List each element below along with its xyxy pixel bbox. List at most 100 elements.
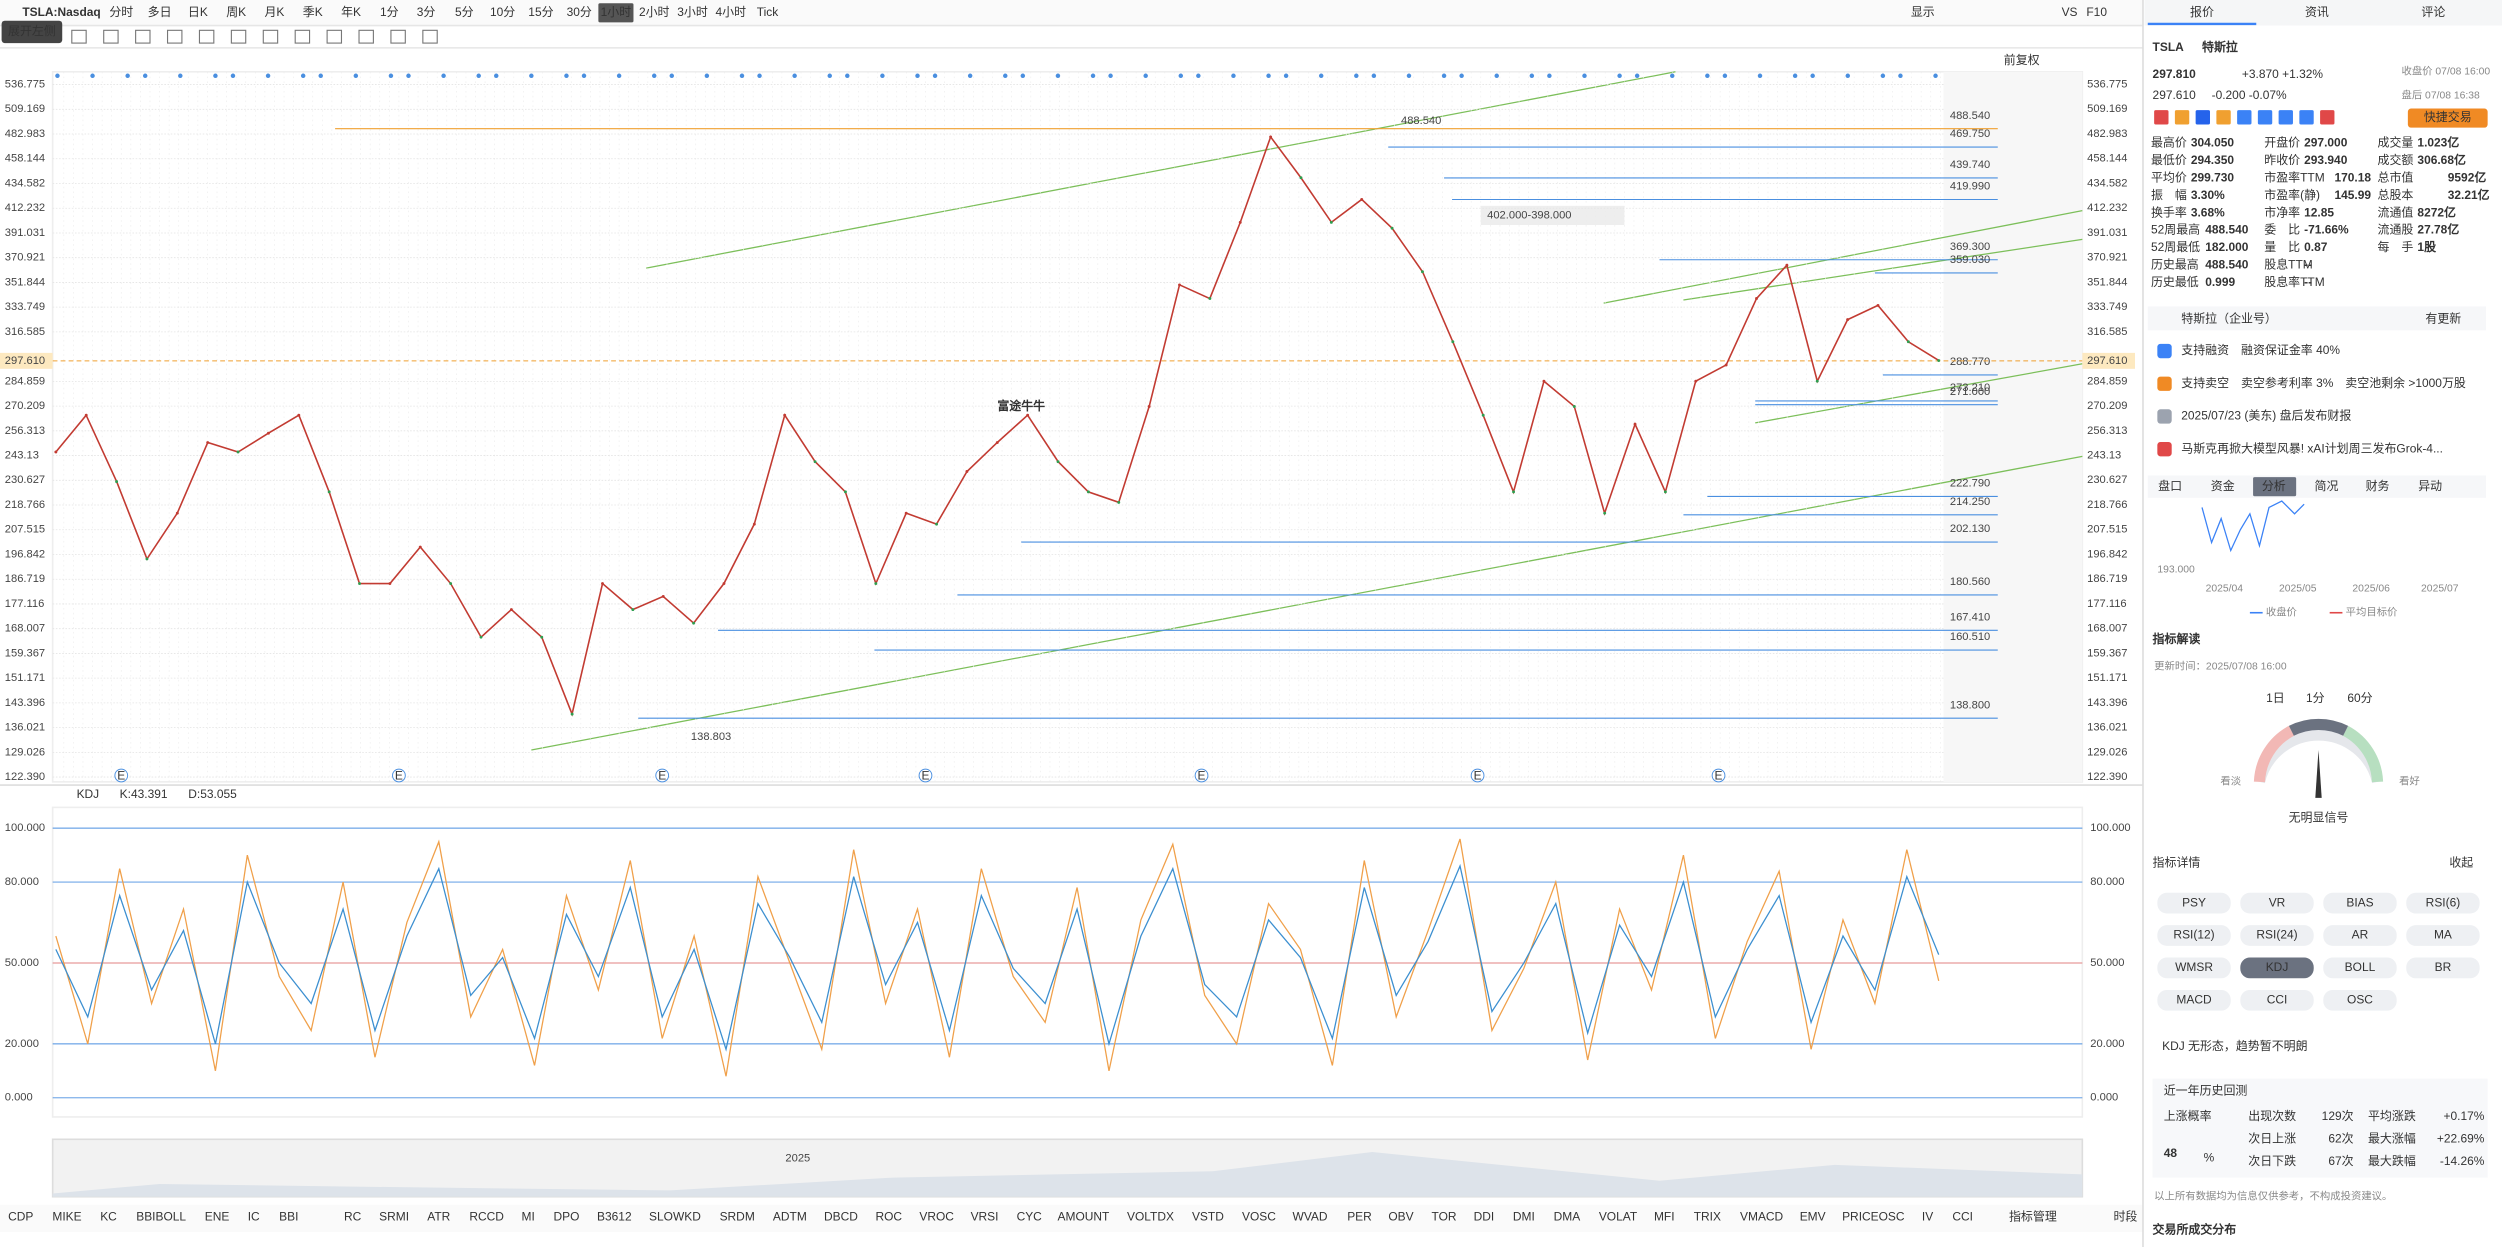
period-tab[interactable]: 4小时 bbox=[716, 5, 747, 19]
indicator-label[interactable]: PSY bbox=[2182, 895, 2206, 909]
indicator-tab[interactable]: KC bbox=[100, 1210, 117, 1224]
indicator-tab[interactable]: DDI bbox=[1474, 1210, 1495, 1224]
indicator-button[interactable] bbox=[2323, 892, 2397, 914]
notice[interactable]: 马斯克再掀大模型风暴! xAI计划周三发布Grok-4... bbox=[2181, 440, 2443, 455]
tool-icon[interactable] bbox=[230, 29, 247, 44]
toolbar-item[interactable]: F10 bbox=[2086, 5, 2107, 19]
indicator-label[interactable]: RSI(24) bbox=[2256, 928, 2297, 942]
event-marker[interactable]: E bbox=[1474, 768, 1482, 782]
indicator-button[interactable] bbox=[2157, 989, 2231, 1011]
subtab[interactable]: 分析 bbox=[2262, 479, 2286, 493]
indicator-tab[interactable]: VMACD bbox=[1740, 1210, 1784, 1224]
indicator-tab[interactable]: DMI bbox=[1513, 1210, 1535, 1224]
tool-icon[interactable] bbox=[198, 29, 215, 44]
indicator-tab[interactable]: MI bbox=[522, 1210, 535, 1224]
notice[interactable]: 支持卖空 卖空参考利率 3% 卖空池剩余 >1000万股 bbox=[2181, 375, 2466, 390]
tool-icon[interactable] bbox=[135, 29, 151, 44]
subtab[interactable]: 财务 bbox=[2366, 478, 2390, 493]
quick-trade[interactable]: 快捷交易 bbox=[2424, 109, 2472, 124]
tool-icon[interactable] bbox=[71, 29, 87, 44]
period-tab[interactable]: 1分 bbox=[380, 5, 399, 19]
period-tab[interactable]: 周K bbox=[226, 5, 246, 19]
panel-tab[interactable]: 报价 bbox=[2190, 4, 2214, 19]
indicator-button[interactable] bbox=[2406, 892, 2480, 914]
period-tab[interactable]: 3小时 bbox=[677, 5, 708, 19]
symbol[interactable]: TSLA:Nasdaq bbox=[22, 5, 100, 19]
period-tab[interactable]: 年K bbox=[341, 5, 361, 19]
indicator-button[interactable] bbox=[2406, 957, 2480, 979]
subtab[interactable]: 资金 bbox=[2211, 478, 2235, 493]
indicator-label[interactable]: BIAS bbox=[2346, 895, 2373, 909]
indicator-tab[interactable]: PER bbox=[1347, 1210, 1372, 1224]
indicator-tab[interactable]: DPO bbox=[554, 1210, 580, 1224]
event-marker[interactable]: E bbox=[1198, 768, 1206, 782]
indicator-tab[interactable]: EMV bbox=[1800, 1210, 1826, 1224]
collapse[interactable]: 收起 bbox=[2449, 855, 2473, 869]
period-tab[interactable]: 分时 bbox=[109, 5, 133, 19]
indicator-tab[interactable]: SRMI bbox=[379, 1210, 409, 1224]
event-marker[interactable]: E bbox=[658, 768, 666, 782]
period-tab[interactable]: 多日 bbox=[148, 5, 172, 19]
event-marker[interactable]: E bbox=[395, 768, 403, 782]
indicator-tab[interactable]: IC bbox=[248, 1210, 260, 1224]
indicator-tab[interactable]: VROC bbox=[919, 1210, 954, 1224]
indicator-button[interactable] bbox=[2323, 989, 2397, 1011]
tool-icon[interactable] bbox=[358, 29, 374, 44]
tool-icon[interactable] bbox=[262, 29, 279, 44]
period-tab[interactable]: 日K bbox=[188, 5, 208, 19]
indicator-tab[interactable]: ENE bbox=[205, 1210, 230, 1224]
indicator-tab[interactable]: AMOUNT bbox=[1058, 1210, 1110, 1224]
indicator-tab[interactable]: DBCD bbox=[824, 1210, 858, 1224]
period-tab[interactable]: 3分 bbox=[417, 5, 436, 19]
indicator-tab[interactable]: TRIX bbox=[1694, 1210, 1721, 1224]
indicator-tab[interactable]: WVAD bbox=[1293, 1210, 1328, 1224]
indicator-label[interactable]: MA bbox=[2434, 928, 2452, 942]
indicator-label[interactable]: AR bbox=[2352, 928, 2369, 942]
interpret-period[interactable]: 1日 bbox=[2266, 691, 2285, 705]
indicator-label[interactable]: WMSR bbox=[2175, 960, 2213, 974]
toolbar-item[interactable]: 显示 bbox=[1911, 5, 1935, 19]
subtab[interactable]: 异动 bbox=[2418, 479, 2442, 493]
indicator-label[interactable]: OSC bbox=[2347, 992, 2373, 1006]
indicator-tab[interactable]: SLOWKD bbox=[649, 1210, 701, 1224]
indicator-label[interactable]: KDJ bbox=[2266, 960, 2289, 974]
panel-tab[interactable]: 评论 bbox=[2421, 5, 2445, 19]
indicator-button[interactable] bbox=[2406, 925, 2480, 946]
indicator-tab[interactable]: ATR bbox=[427, 1210, 450, 1224]
indicator-tab[interactable]: BBI bbox=[279, 1210, 298, 1224]
indicator-tab[interactable]: RCCD bbox=[469, 1210, 504, 1224]
indicator-tab[interactable]: MIKE bbox=[52, 1210, 81, 1224]
indicator-button[interactable] bbox=[2157, 957, 2231, 979]
indicator-tab[interactable]: ADTM bbox=[773, 1210, 807, 1224]
company-account[interactable]: 特斯拉（企业号） bbox=[2181, 310, 2277, 325]
indicator-label[interactable]: RSI(12) bbox=[2173, 928, 2214, 942]
event-marker[interactable]: E bbox=[921, 768, 929, 782]
quick-trade-button[interactable] bbox=[2407, 108, 2488, 128]
indicator-tab[interactable]: BBIBOLL bbox=[136, 1210, 186, 1224]
subtab[interactable]: 盘口 bbox=[2158, 478, 2182, 493]
indicator-tab[interactable]: VOSC bbox=[1242, 1210, 1276, 1224]
indicator-tab[interactable]: VRSI bbox=[971, 1210, 999, 1224]
indicator-button[interactable] bbox=[2157, 925, 2231, 946]
event-marker[interactable]: E bbox=[1715, 768, 1723, 782]
indicator-button[interactable] bbox=[2157, 892, 2231, 914]
indicator-tab[interactable]: MFI bbox=[1654, 1210, 1675, 1224]
indicator-button[interactable] bbox=[2323, 925, 2397, 946]
indicator-label[interactable]: CCI bbox=[2267, 992, 2288, 1006]
indicator-label[interactable]: MACD bbox=[2176, 992, 2212, 1006]
period-tab[interactable]: 15分 bbox=[528, 5, 553, 19]
event-marker[interactable]: E bbox=[117, 768, 125, 782]
indicator-tab[interactable]: OBV bbox=[1388, 1210, 1413, 1224]
subtab[interactable]: 简况 bbox=[2315, 479, 2339, 493]
interpret-period[interactable]: 1分 bbox=[2306, 691, 2325, 705]
session-tab[interactable]: 时段 bbox=[2113, 1209, 2137, 1224]
period-tab[interactable]: Tick bbox=[757, 5, 778, 19]
indicator-tab[interactable]: VSTD bbox=[1192, 1210, 1224, 1224]
indicator-button[interactable] bbox=[2240, 989, 2314, 1011]
indicator-label[interactable]: RSI(6) bbox=[2426, 895, 2461, 909]
interpret-period[interactable]: 60分 bbox=[2347, 691, 2372, 705]
tool-icon[interactable] bbox=[326, 29, 343, 44]
period-tab[interactable]: 30分 bbox=[567, 5, 592, 19]
indicator-label[interactable]: BR bbox=[2435, 960, 2452, 974]
indicator-tab[interactable]: CCI bbox=[1952, 1210, 1973, 1224]
